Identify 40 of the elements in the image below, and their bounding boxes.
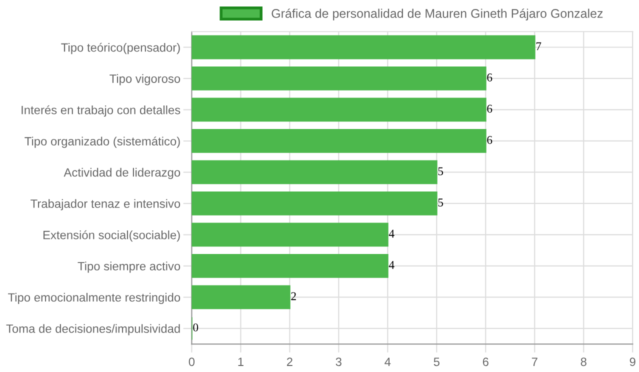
data-label: 2: [291, 292, 296, 300]
bar: [192, 98, 486, 122]
bar: [192, 35, 536, 60]
y-tick-label: Interés en trabajo con detalles: [22, 105, 180, 117]
y-tick-label: Tipo organizado (sistemático): [24, 136, 180, 148]
data-label: 4: [388, 261, 394, 269]
x-tick-label: 9: [630, 358, 636, 366]
y-tick-label: Tipo vigoroso: [110, 74, 180, 86]
bar: [192, 192, 438, 216]
x-tick-label: 7: [532, 358, 538, 366]
data-label: 6: [487, 104, 492, 113]
data-label: 4: [388, 230, 394, 238]
x-tick-label: 4: [384, 358, 391, 366]
y-tick-label: Toma de decisiones/impulsividad: [6, 324, 180, 336]
y-tick-label: Actividad de liderazgo: [64, 168, 180, 180]
data-label: 0: [193, 323, 198, 332]
bar: [192, 66, 486, 90]
data-label: 7: [536, 42, 542, 50]
x-tick-label: 0: [188, 358, 195, 366]
data-label: 6: [487, 74, 492, 82]
bar: [192, 160, 438, 184]
y-tick-label: Trabajador tenaz e intensivo: [30, 199, 180, 210]
y-tick-label: Tipo emocionalmente restringido: [8, 292, 180, 304]
x-tick-label: 2: [286, 358, 292, 366]
x-tick-label: 3: [336, 358, 342, 366]
data-label: 6: [487, 136, 492, 144]
bar: [192, 285, 290, 310]
y-tick-label: Tipo teórico(pensador): [61, 42, 180, 54]
x-tick-label: 1: [238, 358, 244, 366]
legend-label: Gráfica de personalidad de Mauren Gineth Pájaro Gonzalez: [272, 8, 603, 20]
y-tick-label: Extensión social(sociable): [43, 230, 180, 242]
bar: [192, 254, 388, 278]
y-tick-label: Tipo siempre activo: [78, 262, 180, 273]
bar: [192, 129, 486, 153]
data-label: 5: [438, 198, 444, 206]
x-tick-label: 6: [482, 358, 488, 366]
x-tick-label: 5: [434, 358, 440, 366]
bar: [192, 222, 388, 247]
data-label: 5: [438, 167, 444, 176]
x-tick-label: 8: [580, 358, 586, 366]
